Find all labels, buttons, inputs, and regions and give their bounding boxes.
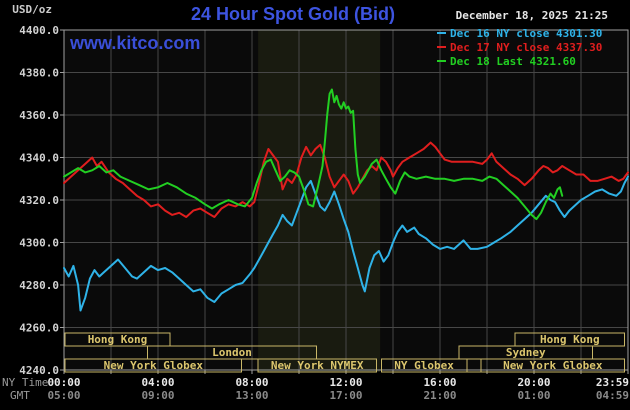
session-label-new-york-globex: New York Globex bbox=[104, 359, 204, 372]
page-title: 24 Hour Spot Gold (Bid) bbox=[191, 4, 395, 24]
x-axis-ny-tick-label: 00:00 bbox=[47, 376, 80, 389]
y-axis-tick-label: 4380.0 bbox=[19, 67, 59, 80]
session-label-hong-kong: Hong Kong bbox=[88, 333, 148, 346]
session-box-hong-kong bbox=[64, 332, 171, 347]
y-axis-tick-label: 4400.0 bbox=[19, 24, 59, 37]
x-axis-gmt-tick-label: 01:00 bbox=[517, 389, 550, 402]
x-axis-gmt-tick-label: 09:00 bbox=[141, 389, 174, 402]
series-line-dec-16-ny-close bbox=[63, 175, 629, 312]
session-box-new-york-nymex bbox=[257, 358, 378, 373]
plot-border bbox=[63, 29, 629, 371]
x-axis-gmt-tick-label: 17:00 bbox=[329, 389, 362, 402]
session-box-new-york-globex bbox=[64, 358, 242, 373]
legend-label-dec17: Dec 17 NY close 4337.30 bbox=[450, 40, 603, 54]
session-label-hong-kong: Hong Kong bbox=[540, 333, 600, 346]
y-axis-tick-label: 4320.0 bbox=[19, 194, 59, 207]
x-axis-ny-tick-label: 12:00 bbox=[329, 376, 362, 389]
x-axis-row-label-ny-time: NY Time bbox=[2, 376, 48, 389]
y-axis-tick-label: 4240.0 bbox=[19, 364, 59, 377]
legend-item-dec18: Dec 18 Last 4321.60 bbox=[437, 54, 602, 68]
legend-item-dec16: Dec 16 NY close 4301.30 bbox=[437, 26, 602, 40]
x-axis-ny-tick-label: 16:00 bbox=[423, 376, 456, 389]
session-label-sydney: Sydney bbox=[506, 346, 546, 359]
legend-item-dec17: Dec 17 NY close 4337.30 bbox=[437, 40, 602, 54]
y-axis-tick-label: 4280.0 bbox=[19, 279, 59, 292]
series-line-dec-17-ny-close bbox=[63, 141, 629, 218]
dec17-line-swatch-icon bbox=[437, 46, 446, 48]
kitco-watermark-link[interactable]: www.kitco.com bbox=[70, 33, 201, 53]
x-axis-gmt-tick-label: 13:00 bbox=[235, 389, 268, 402]
dec16-line-swatch-icon bbox=[437, 32, 446, 34]
legend-label-dec18: Dec 18 Last 4321.60 bbox=[450, 54, 576, 68]
chart-datetime: December 18, 2025 21:25 bbox=[455, 9, 608, 22]
y-axis-tick-label: 4360.0 bbox=[19, 109, 59, 122]
session-label-ny-globex: NY Globex bbox=[394, 359, 454, 372]
session-box-new-york-globex bbox=[480, 358, 625, 373]
x-axis-gmt-tick-label: 05:00 bbox=[47, 389, 80, 402]
y-axis-units-label: USD/oz bbox=[12, 3, 52, 16]
session-label-new-york-nymex: New York NYMEX bbox=[271, 359, 364, 372]
series-line-dec-18-last bbox=[63, 88, 564, 221]
x-axis-ny-tick-label: 20:00 bbox=[517, 376, 550, 389]
x-axis-row-label-gmt: GMT bbox=[10, 389, 30, 402]
y-axis-tick-label: 4340.0 bbox=[19, 152, 59, 165]
session-label-new-york-globex: New York Globex bbox=[503, 359, 603, 372]
dec18-line-swatch-icon bbox=[437, 60, 446, 62]
session-label-london: London bbox=[212, 346, 252, 359]
y-axis-tick-label: 4300.0 bbox=[19, 237, 59, 250]
chart-legend: Dec 16 NY close 4301.30 Dec 17 NY close … bbox=[437, 26, 602, 68]
x-axis-ny-tick-label: 04:00 bbox=[141, 376, 174, 389]
x-axis-ny-tick-label: 08:00 bbox=[235, 376, 268, 389]
x-axis-ny-tick-label: 23:59 bbox=[596, 376, 629, 389]
legend-label-dec16: Dec 16 NY close 4301.30 bbox=[450, 26, 603, 40]
x-axis-gmt-tick-label: 04:59 bbox=[596, 389, 629, 402]
x-axis-gmt-tick-label: 21:00 bbox=[423, 389, 456, 402]
y-axis-tick-label: 4260.0 bbox=[19, 322, 59, 335]
